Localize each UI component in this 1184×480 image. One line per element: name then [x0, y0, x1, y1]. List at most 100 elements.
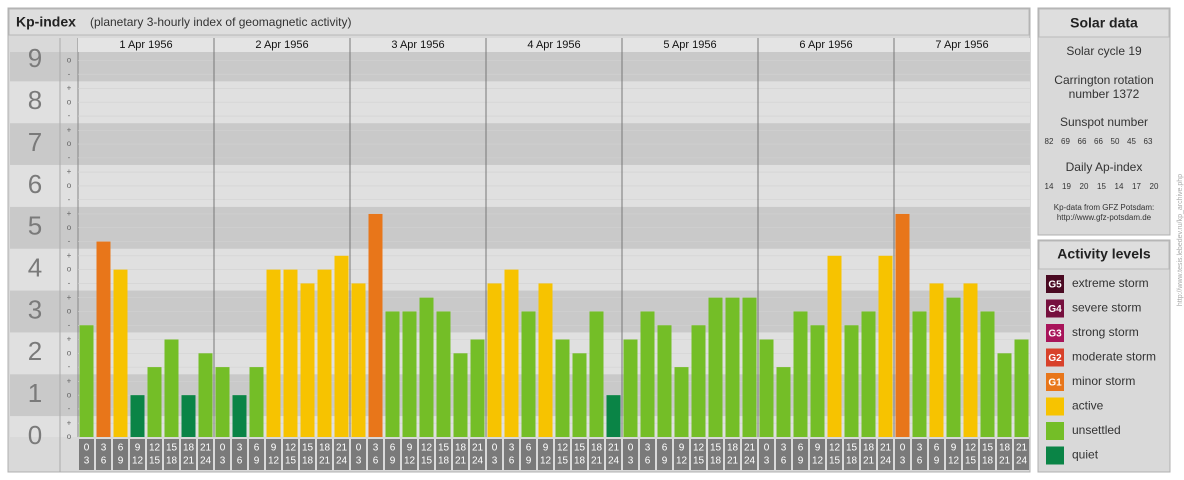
bar — [334, 255, 349, 437]
x-tick-label: 0 — [764, 443, 770, 454]
bar — [198, 353, 213, 437]
bar — [453, 353, 468, 437]
bar — [878, 255, 893, 437]
bar — [419, 297, 434, 437]
x-tick-label: 3 — [220, 456, 226, 467]
bar — [130, 395, 145, 437]
minor-tick-label: + — [67, 167, 72, 176]
bar — [504, 269, 519, 437]
x-tick-label: 9 — [951, 443, 957, 454]
ap-value: 20 — [1150, 182, 1159, 191]
bar — [657, 325, 672, 437]
carrington: number 1372 — [1069, 87, 1140, 101]
bar — [793, 311, 808, 437]
x-tick-label: 21 — [608, 443, 620, 454]
x-tick-label: 3 — [900, 456, 906, 467]
x-tick-label: 21 — [591, 456, 603, 467]
x-label-cell — [113, 439, 128, 470]
bar — [521, 311, 536, 437]
legend-code: G2 — [1048, 353, 1062, 364]
minor-tick-label: + — [67, 251, 72, 260]
x-tick-label: 3 — [356, 456, 362, 467]
x-tick-label: 12 — [149, 443, 161, 454]
bar — [623, 339, 638, 437]
x-label-cell — [232, 439, 247, 470]
x-label-cell — [79, 439, 94, 470]
x-tick-label: 9 — [118, 456, 124, 467]
y-tick-label: 7 — [28, 127, 42, 157]
x-tick-label: 6 — [509, 456, 515, 467]
minor-tick-label: o — [67, 307, 72, 316]
x-tick-label: 18 — [319, 443, 331, 454]
x-label-cell — [980, 439, 995, 470]
legend-code: G5 — [1048, 280, 1062, 291]
x-tick-label: 24 — [200, 456, 212, 467]
x-label-cell — [589, 439, 604, 470]
solar-cycle: Solar cycle 19 — [1066, 44, 1142, 58]
legend-label: extreme storm — [1072, 276, 1149, 290]
x-tick-label: 9 — [526, 456, 532, 467]
bar — [232, 395, 247, 437]
x-label-cell — [130, 439, 145, 470]
legend-swatch — [1046, 446, 1064, 465]
chart-title: Kp-index — [16, 14, 76, 30]
bar — [538, 283, 553, 437]
x-tick-label: 15 — [557, 456, 569, 467]
bar — [470, 339, 485, 437]
legend-swatch — [1046, 422, 1064, 440]
x-tick-label: 9 — [254, 456, 260, 467]
x-tick-label: 18 — [591, 443, 603, 454]
legend-label: active — [1072, 399, 1104, 413]
day-label: 2 Apr 1956 — [255, 39, 308, 51]
x-tick-label: 12 — [285, 443, 297, 454]
sunspot-label: Sunspot number — [1060, 115, 1148, 129]
x-tick-label: 9 — [390, 456, 396, 467]
bar — [555, 339, 570, 437]
x-tick-label: 18 — [863, 443, 875, 454]
x-label-cell — [623, 439, 638, 470]
x-tick-label: 12 — [404, 456, 416, 467]
x-tick-label: 3 — [645, 443, 651, 454]
bar — [980, 311, 995, 437]
x-tick-label: 6 — [781, 456, 787, 467]
sunspot-value: 66 — [1094, 137, 1103, 146]
x-tick-label: 18 — [727, 443, 739, 454]
minor-tick-label: o — [67, 55, 72, 64]
x-tick-label: 6 — [798, 443, 804, 454]
bar — [113, 269, 128, 437]
bar — [929, 283, 944, 437]
sunspot-value: 45 — [1127, 137, 1136, 146]
y-tick-label: 8 — [28, 85, 42, 115]
x-tick-label: 0 — [220, 443, 226, 454]
x-tick-label: 12 — [829, 443, 841, 454]
ap-value: 14 — [1045, 182, 1054, 191]
x-tick-label: 12 — [948, 456, 960, 467]
bar — [96, 241, 111, 437]
x-label-cell — [725, 439, 740, 470]
x-tick-label: 18 — [846, 456, 858, 467]
sunspot-value: 50 — [1111, 137, 1120, 146]
bar — [776, 367, 791, 437]
x-tick-label: 12 — [676, 456, 688, 467]
bar — [300, 283, 315, 437]
x-label-cell — [181, 439, 196, 470]
credit: http://www.tesis.lebedev.ru/kp_archive.p… — [1177, 174, 1184, 306]
x-label-cell — [436, 439, 451, 470]
x-tick-label: 15 — [829, 456, 841, 467]
x-label-cell — [164, 439, 179, 470]
ap-value: 15 — [1097, 182, 1106, 191]
x-label-cell — [300, 439, 315, 470]
minor-tick-label: o — [67, 265, 72, 274]
x-label-cell — [249, 439, 264, 470]
x-label-cell — [521, 439, 536, 470]
x-label-cell — [555, 439, 570, 470]
bar — [997, 353, 1012, 437]
band — [10, 416, 1030, 437]
sunspot-value: 69 — [1061, 137, 1070, 146]
x-label-cell — [538, 439, 553, 470]
minor-tick-label: o — [67, 390, 72, 399]
x-tick-label: 3 — [237, 443, 243, 454]
bar — [487, 283, 502, 437]
x-tick-label: 3 — [509, 443, 515, 454]
legend-code: G1 — [1048, 378, 1062, 389]
